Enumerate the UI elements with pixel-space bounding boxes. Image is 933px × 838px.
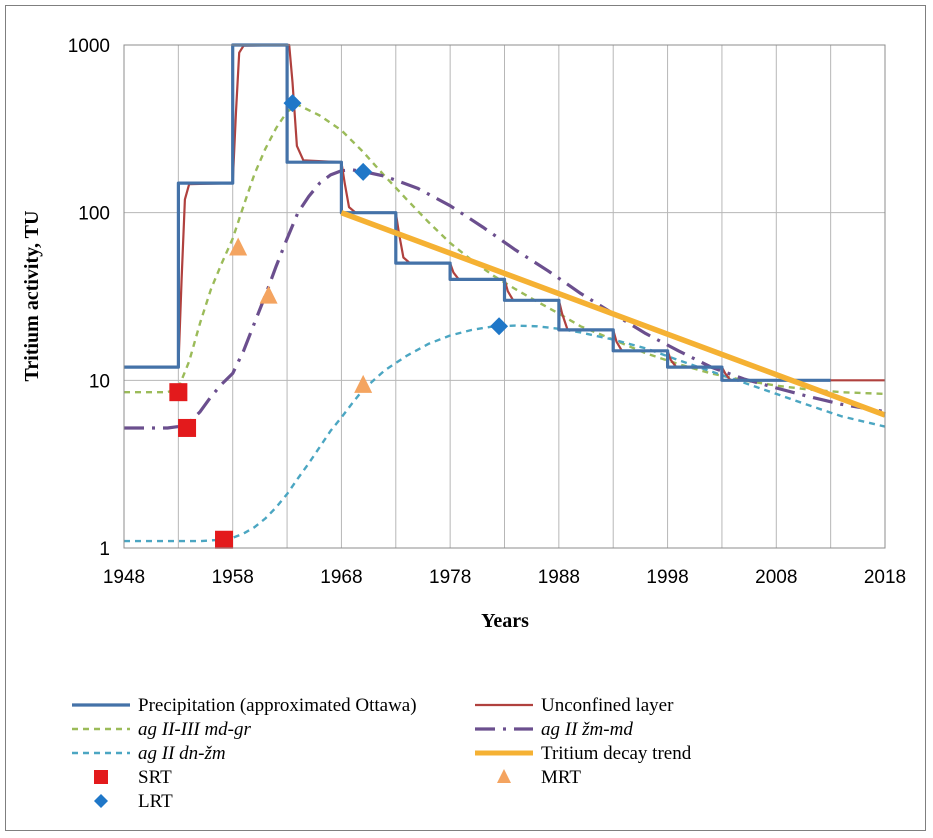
x-tick-label: 1998 — [646, 567, 688, 588]
legend-label-mrt: MRT — [541, 767, 581, 788]
legend-label-ag-ii-m-md: ag II žm-md — [541, 719, 633, 740]
y-tick-label: 10 — [89, 371, 110, 392]
mrt-point — [259, 285, 278, 304]
legend-label-precipitation-approximated-ottawa-: Precipitation (approximated Ottawa) — [138, 695, 417, 716]
srt-point — [215, 530, 234, 549]
x-tick-label: 1978 — [429, 567, 471, 588]
y-axis-title: Tritium activity, TU — [21, 211, 43, 382]
legend: Precipitation (approximated Ottawa) Uncon… — [72, 695, 692, 812]
x-tick-label: 2018 — [864, 567, 906, 588]
lrt-point — [490, 317, 509, 336]
chart-frame — [5, 5, 926, 831]
plot-border — [123, 44, 886, 549]
srt-point — [178, 418, 197, 437]
mrt-point — [354, 374, 373, 393]
legend-label-unconfined-layer: Unconfined layer — [541, 695, 674, 716]
y-tick-label: 100 — [78, 204, 110, 225]
srt-point — [169, 383, 188, 402]
x-tick-label: 1988 — [538, 567, 580, 588]
x-tick-label: 2008 — [755, 567, 797, 588]
y-tick-label: 1000 — [68, 36, 110, 57]
lrt-point — [283, 94, 302, 113]
tick-labels: 1948 1958 1968 1978 1988 1998 2008 2018 1 10 100 10… — [68, 36, 906, 588]
legend-marker-srt — [94, 770, 108, 784]
legend-label-ag-ii-iii-md-gr: ag II-III md-gr — [138, 719, 252, 740]
series-line-ag-ii-dn-m — [124, 324, 886, 543]
mrt-point — [229, 237, 248, 256]
y-tick-label: 1 — [99, 539, 110, 560]
marker-layer — [169, 94, 509, 549]
legend-marker-mrt — [497, 769, 511, 783]
x-axis-title: Years — [481, 610, 529, 632]
legend-label-ag-ii-dn-m: ag II dn-žm — [138, 743, 226, 764]
series-line-ag-ii-m-md — [124, 168, 886, 430]
x-tick-label: 1958 — [212, 567, 254, 588]
legend-label-tritium-decay-trend: Tritium decay trend — [541, 743, 692, 764]
legend-marker-lrt — [94, 794, 108, 808]
legend-label-lrt: LRT — [138, 791, 173, 812]
x-tick-label: 1968 — [320, 567, 362, 588]
axes — [123, 44, 886, 549]
x-tick-label: 1948 — [103, 567, 145, 588]
lrt-point — [354, 162, 373, 181]
legend-label-srt: SRT — [138, 767, 172, 788]
series-line-tritium-decay-trend — [340, 210, 886, 418]
